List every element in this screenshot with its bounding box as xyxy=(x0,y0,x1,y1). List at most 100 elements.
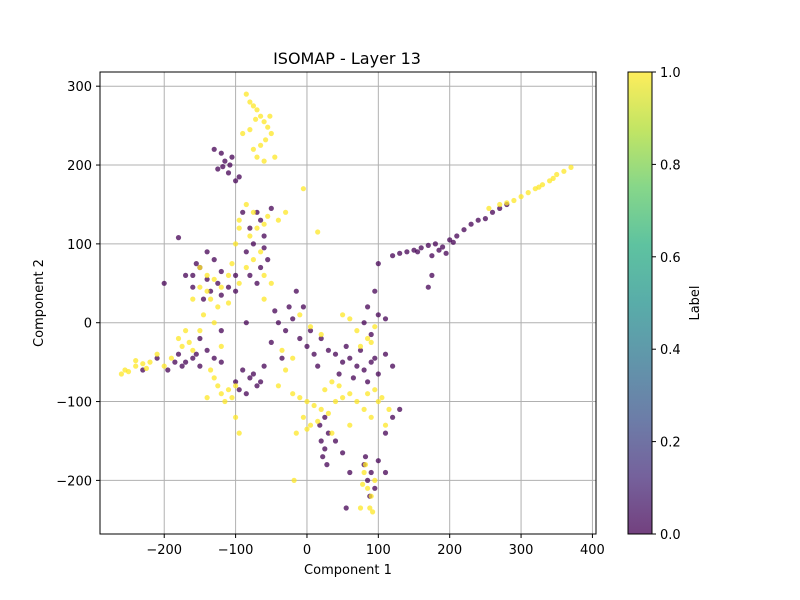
x-tick-label: 100 xyxy=(366,543,391,558)
data-point-label-0 xyxy=(220,164,226,170)
data-point-label-1 xyxy=(290,355,296,361)
data-point-label-0 xyxy=(415,249,421,255)
data-point-label-0 xyxy=(390,414,396,420)
data-point-label-1 xyxy=(367,505,373,511)
y-axis-label: Component 2 xyxy=(32,259,47,347)
data-point-label-0 xyxy=(429,253,435,259)
data-point-label-1 xyxy=(247,233,253,239)
data-point-label-1 xyxy=(300,186,306,192)
data-point-label-0 xyxy=(390,253,396,259)
y-tick-label: 0 xyxy=(84,317,92,332)
data-point-label-0 xyxy=(425,242,431,248)
data-point-label-1 xyxy=(275,217,281,223)
data-point-label-0 xyxy=(322,414,328,420)
data-point-label-0 xyxy=(268,339,274,345)
data-point-label-1 xyxy=(211,276,217,282)
data-point-label-1 xyxy=(357,505,364,511)
data-point-label-0 xyxy=(215,280,221,286)
data-point-label-0 xyxy=(461,227,467,233)
data-point-label-0 xyxy=(382,316,389,322)
data-point-label-0 xyxy=(258,379,264,385)
data-point-label-0 xyxy=(183,359,189,365)
data-point-label-1 xyxy=(360,481,366,487)
data-point-label-1 xyxy=(357,343,364,349)
data-point-label-1 xyxy=(279,347,285,353)
data-point-label-0 xyxy=(258,264,264,271)
data-point-label-0 xyxy=(336,371,342,377)
data-point-label-1 xyxy=(168,355,174,361)
data-point-label-1 xyxy=(240,130,246,137)
data-point-label-0 xyxy=(365,304,371,310)
data-point-label-0 xyxy=(450,239,456,245)
data-point-label-1 xyxy=(283,209,289,215)
data-point-label-0 xyxy=(324,462,330,468)
data-point-label-0 xyxy=(197,335,203,342)
data-point-label-1 xyxy=(322,387,328,393)
data-point-label-0 xyxy=(390,363,396,369)
data-point-label-1 xyxy=(243,201,249,208)
data-point-label-1 xyxy=(347,316,353,322)
data-point-label-1 xyxy=(504,200,510,206)
data-point-label-0 xyxy=(193,261,199,267)
data-point-label-1 xyxy=(247,99,253,105)
x-tick-label: 400 xyxy=(580,543,605,558)
data-point-label-0 xyxy=(297,335,303,342)
data-point-label-1 xyxy=(200,312,207,318)
data-point-label-0 xyxy=(365,477,371,483)
data-point-label-1 xyxy=(236,217,242,223)
data-point-label-1 xyxy=(190,296,196,302)
y-tick-label: 100 xyxy=(67,238,92,253)
data-point-label-0 xyxy=(218,328,224,334)
data-point-label-0 xyxy=(233,288,239,294)
data-point-label-1 xyxy=(300,414,306,420)
data-point-label-1 xyxy=(258,142,264,148)
data-point-label-0 xyxy=(286,304,292,310)
data-point-label-1 xyxy=(340,312,346,318)
data-point-label-0 xyxy=(368,469,374,476)
data-point-label-1 xyxy=(318,331,324,338)
data-point-label-1 xyxy=(250,209,256,215)
y-tick-label: −100 xyxy=(56,396,92,411)
data-point-label-1 xyxy=(236,430,242,436)
data-point-label-0 xyxy=(236,387,242,393)
data-point-label-1 xyxy=(518,194,524,200)
data-point-label-0 xyxy=(343,343,349,349)
data-point-label-0 xyxy=(340,359,346,365)
data-point-label-0 xyxy=(361,320,367,326)
data-point-label-1 xyxy=(561,168,567,174)
data-point-label-0 xyxy=(254,280,260,286)
data-point-label-0 xyxy=(340,450,346,456)
data-point-label-1 xyxy=(511,197,517,204)
data-point-label-1 xyxy=(250,257,256,263)
data-point-label-1 xyxy=(208,367,214,373)
data-point-label-0 xyxy=(225,284,232,290)
data-point-label-1 xyxy=(297,312,303,318)
data-point-label-0 xyxy=(247,225,253,231)
data-point-label-0 xyxy=(454,233,460,239)
data-point-label-1 xyxy=(382,422,389,428)
data-point-label-1 xyxy=(370,509,376,515)
colorbar-tick-label: 0.4 xyxy=(660,343,681,358)
data-point-label-0 xyxy=(304,343,310,349)
data-point-label-1 xyxy=(304,426,310,432)
data-point-label-1 xyxy=(536,184,542,190)
data-point-label-1 xyxy=(291,477,297,483)
data-point-label-1 xyxy=(204,395,210,401)
y-axis-ticks: −200 −100 0 100 200 300 xyxy=(56,80,100,489)
data-point-label-1 xyxy=(261,272,267,278)
data-point-label-0 xyxy=(368,359,374,365)
colorbar-tick-label: 1.0 xyxy=(660,66,681,81)
data-point-label-1 xyxy=(250,146,256,152)
data-point-label-0 xyxy=(375,371,381,377)
data-point-label-0 xyxy=(436,247,442,253)
data-point-label-0 xyxy=(382,430,389,436)
data-point-label-1 xyxy=(347,422,353,428)
data-point-label-0 xyxy=(165,367,171,373)
data-point-label-0 xyxy=(240,209,246,215)
data-point-label-1 xyxy=(372,477,378,483)
data-point-label-1 xyxy=(368,414,374,420)
data-point-label-0 xyxy=(404,249,410,255)
data-point-label-0 xyxy=(179,363,185,369)
data-point-label-1 xyxy=(154,351,160,357)
data-point-label-1 xyxy=(225,300,232,306)
